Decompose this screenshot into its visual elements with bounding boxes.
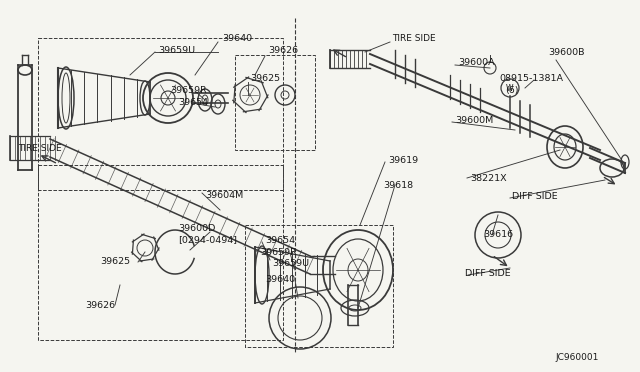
Text: 39625: 39625 [250, 74, 280, 83]
Text: 39625: 39625 [100, 257, 130, 266]
Text: 39659R: 39659R [170, 86, 207, 94]
Text: W: W [506, 83, 514, 93]
Text: 39659U: 39659U [272, 260, 309, 269]
Text: TIRE SIDE: TIRE SIDE [18, 144, 61, 153]
Text: 39600M: 39600M [455, 115, 493, 125]
Text: 39659R: 39659R [260, 247, 297, 257]
Text: 39604M: 39604M [205, 190, 243, 199]
Text: (6): (6) [505, 86, 518, 94]
Text: 39626: 39626 [85, 301, 115, 310]
Text: DIFF SIDE: DIFF SIDE [512, 192, 557, 201]
Text: 38221X: 38221X [470, 173, 507, 183]
Text: 39619: 39619 [388, 155, 418, 164]
Text: 39640: 39640 [222, 33, 252, 42]
Text: 39659U: 39659U [158, 45, 195, 55]
Text: 39600B: 39600B [548, 48, 584, 57]
Text: DIFF SIDE: DIFF SIDE [465, 269, 511, 278]
Text: [0294-0494]: [0294-0494] [178, 235, 237, 244]
Bar [38, 38, 283, 190]
Text: 39600D: 39600D [178, 224, 216, 232]
Text: JC960001: JC960001 [555, 353, 598, 362]
Text: 39640: 39640 [265, 276, 295, 285]
Text: 39654: 39654 [178, 97, 208, 106]
Bar [245, 225, 393, 347]
Text: 39616: 39616 [483, 230, 513, 238]
Text: 08915-1381A: 08915-1381A [499, 74, 563, 83]
Text: 39654: 39654 [265, 235, 295, 244]
Bar [38, 165, 283, 340]
Text: 39600A: 39600A [458, 58, 495, 67]
Text: 39618: 39618 [383, 180, 413, 189]
Text: 39626: 39626 [268, 45, 298, 55]
Bar [235, 55, 315, 150]
Text: TIRE SIDE: TIRE SIDE [392, 33, 436, 42]
